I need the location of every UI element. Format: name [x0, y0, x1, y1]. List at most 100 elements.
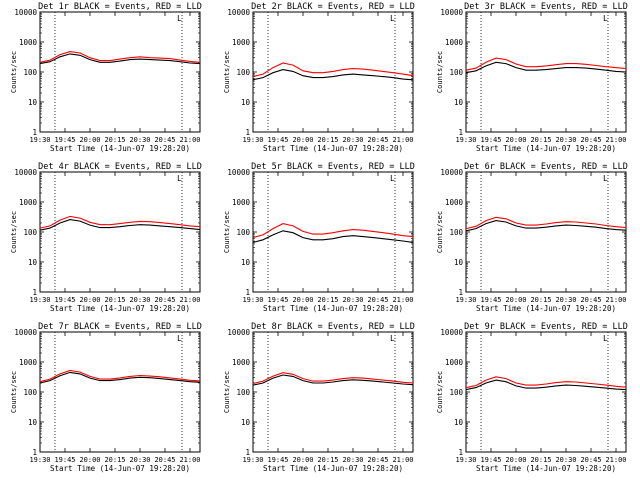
series-line-lld [465, 376, 627, 389]
x-tick-label: 20:45 [580, 136, 601, 144]
plot-frame [39, 11, 201, 133]
y-tick-label: 100 [23, 68, 37, 77]
x-tick-label: 20:45 [154, 136, 175, 144]
x-tick-label: 20:00 [79, 296, 100, 304]
x-tick-label: 19:45 [267, 136, 288, 144]
y-axis-label: Counts/sec [436, 371, 444, 413]
y-tick-label: 1 [245, 448, 250, 457]
marker-label: L [177, 334, 182, 343]
x-tick-label: 20:45 [367, 296, 388, 304]
series-line-lld [465, 57, 627, 71]
x-tick-label: 20:45 [367, 456, 388, 464]
y-tick-label: 1 [458, 288, 463, 297]
x-tick-label: 21:00 [392, 296, 413, 304]
y-axis-label: Counts/sec [223, 211, 231, 253]
series-line-events [252, 230, 414, 243]
x-tick-label: 20:00 [505, 136, 526, 144]
y-tick-label: 10 [241, 418, 251, 427]
x-tick-label: 20:45 [580, 296, 601, 304]
series-line-events [252, 374, 414, 386]
panel-title: Det 1r BLACK = Events, RED = LLD [38, 2, 202, 12]
x-tick-label: 20:00 [505, 296, 526, 304]
panel-title: Det 9r BLACK = Events, RED = LLD [464, 322, 628, 332]
x-tick-label: 20:15 [104, 136, 125, 144]
x-tick-label: 19:30 [455, 456, 476, 464]
y-tick-label: 100 [23, 388, 37, 397]
panel-title: Det 4r BLACK = Events, RED = LLD [38, 162, 202, 172]
y-tick-label: 10 [454, 418, 464, 427]
y-tick-label: 10 [454, 98, 464, 107]
x-tick-label: 19:45 [480, 136, 501, 144]
marker-label: L [603, 174, 608, 183]
series-line-events [39, 219, 201, 231]
x-tick-label: 21:00 [392, 136, 413, 144]
x-tick-label: 19:45 [54, 136, 75, 144]
x-tick-label: 20:45 [580, 456, 601, 464]
x-axis-label: Start Time (14-Jun-07 19:28:20) [263, 304, 403, 313]
x-tick-label: 20:00 [292, 456, 313, 464]
x-tick-label: 20:00 [292, 296, 313, 304]
y-tick-label: 1000 [19, 358, 38, 367]
x-tick-label: 21:00 [179, 136, 200, 144]
x-tick-label: 21:00 [605, 296, 626, 304]
y-tick-label: 100 [236, 388, 250, 397]
plot-frame [39, 331, 201, 453]
y-tick-label: 1 [458, 448, 463, 457]
y-tick-label: 10000 [227, 8, 250, 17]
y-tick-label: 10 [28, 258, 38, 267]
x-axis-label: Start Time (14-Jun-07 19:28:20) [476, 464, 616, 473]
marker-label: L [603, 334, 608, 343]
x-tick-label: 19:45 [54, 456, 75, 464]
panel-title: Det 5r BLACK = Events, RED = LLD [251, 162, 415, 172]
series-line-lld [39, 215, 201, 229]
y-tick-label: 1000 [445, 38, 464, 47]
x-tick-label: 19:30 [455, 296, 476, 304]
x-tick-label: 20:45 [154, 296, 175, 304]
panel-title: Det 8r BLACK = Events, RED = LLD [251, 322, 415, 332]
x-tick-label: 20:30 [555, 136, 576, 144]
x-tick-label: 19:30 [242, 456, 263, 464]
x-tick-label: 19:45 [480, 456, 501, 464]
x-tick-label: 20:15 [530, 296, 551, 304]
x-tick-label: 19:30 [29, 296, 50, 304]
y-tick-label: 1000 [19, 198, 38, 207]
marker-label: L [390, 174, 395, 183]
marker-label: L [177, 174, 182, 183]
panel-title: Det 3r BLACK = Events, RED = LLD [464, 2, 628, 12]
y-tick-label: 10 [241, 258, 251, 267]
x-tick-label: 20:30 [342, 296, 363, 304]
y-tick-label: 10000 [227, 328, 250, 337]
y-tick-label: 1000 [232, 38, 251, 47]
y-tick-label: 1 [32, 128, 37, 137]
series-line-events [465, 379, 627, 391]
x-tick-label: 20:30 [555, 296, 576, 304]
chart-panel-4: Det 4r BLACK = Events, RED = LLD 1 10 100 10… [10, 162, 202, 313]
y-tick-label: 10 [241, 98, 251, 107]
x-tick-label: 20:15 [104, 296, 125, 304]
x-tick-label: 19:45 [267, 456, 288, 464]
series-line-events [465, 61, 627, 74]
x-tick-label: 21:00 [605, 456, 626, 464]
chart-panel-5: Det 5r BLACK = Events, RED = LLD 1 10 100 10… [223, 162, 415, 313]
y-tick-label: 100 [449, 388, 463, 397]
x-tick-label: 20:00 [505, 456, 526, 464]
series-line-lld [39, 369, 201, 383]
x-axis-label: Start Time (14-Jun-07 19:28:20) [263, 144, 403, 153]
x-axis-label: Start Time (14-Jun-07 19:28:20) [476, 304, 616, 313]
chart-panel-7: Det 7r BLACK = Events, RED = LLD 1 10 100 10… [10, 322, 202, 473]
series-line-lld [252, 372, 414, 385]
x-tick-label: 20:30 [342, 136, 363, 144]
series-line-lld [39, 51, 201, 63]
x-tick-label: 19:30 [29, 136, 50, 144]
y-tick-label: 10000 [440, 168, 463, 177]
plot-frame [39, 171, 201, 293]
series-line-events [465, 220, 627, 232]
x-tick-label: 20:15 [317, 296, 338, 304]
y-tick-label: 1000 [232, 358, 251, 367]
x-tick-label: 20:30 [555, 456, 576, 464]
x-tick-label: 21:00 [605, 136, 626, 144]
plot-frame [465, 331, 627, 453]
series-line-lld [465, 216, 627, 230]
x-tick-label: 20:15 [317, 136, 338, 144]
